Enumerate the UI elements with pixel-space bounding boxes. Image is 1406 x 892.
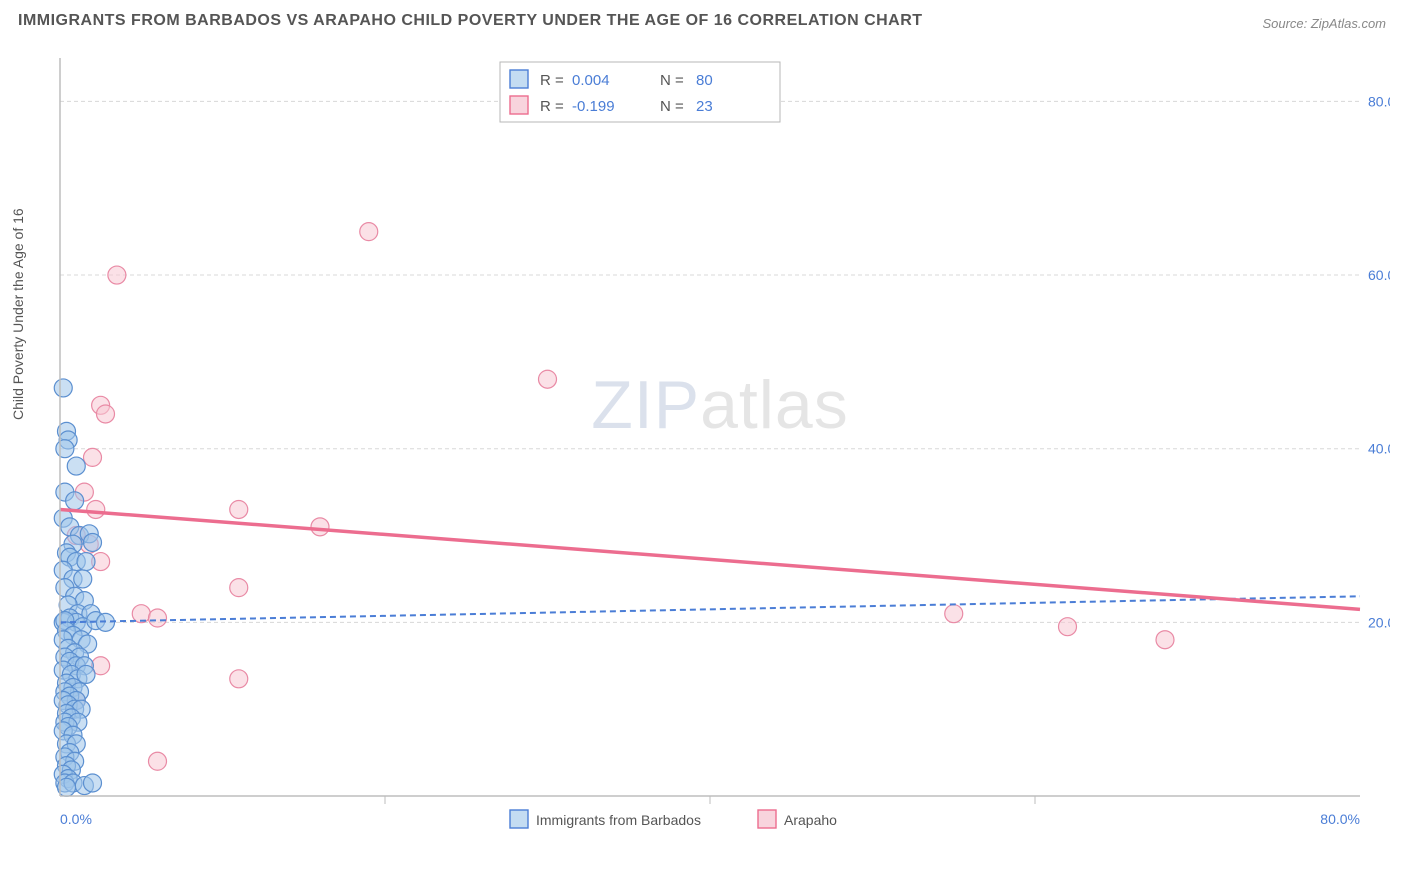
trendline-arapaho: [60, 509, 1360, 609]
stat-n-label: N =: [660, 72, 684, 89]
stat-n-value: 80: [696, 72, 713, 89]
y-axis-label: Child Poverty Under the Age of 16: [10, 208, 26, 420]
point-barbados: [74, 570, 92, 588]
y-tick-label: 60.0%: [1368, 267, 1390, 283]
point-arapaho: [945, 605, 963, 623]
trendline-barbados: [60, 596, 1360, 622]
point-barbados: [84, 774, 102, 792]
x-tick-label: 0.0%: [60, 811, 92, 827]
stat-n-label: N =: [660, 98, 684, 115]
point-arapaho: [108, 266, 126, 284]
swatch-arapaho-icon: [510, 96, 528, 114]
legend-label: Arapaho: [784, 812, 837, 828]
point-arapaho: [360, 223, 378, 241]
watermark: ZIPatlas: [591, 367, 848, 443]
point-arapaho: [1059, 618, 1077, 636]
point-arapaho: [87, 500, 105, 518]
point-arapaho: [149, 752, 167, 770]
point-arapaho: [84, 448, 102, 466]
swatch-barbados-icon: [510, 70, 528, 88]
point-arapaho: [230, 500, 248, 518]
stat-r-value: -0.199: [572, 98, 615, 115]
point-arapaho: [149, 609, 167, 627]
y-tick-label: 40.0%: [1368, 441, 1390, 457]
legend-swatch-barbados-icon: [510, 810, 528, 828]
point-arapaho: [97, 405, 115, 423]
point-barbados: [84, 533, 102, 551]
chart-title: IMMIGRANTS FROM BARBADOS VS ARAPAHO CHIL…: [0, 0, 1406, 36]
point-arapaho: [1156, 631, 1174, 649]
y-tick-label: 20.0%: [1368, 614, 1390, 630]
x-tick-label: 80.0%: [1320, 811, 1360, 827]
scatter-plot: ZIPatlas 20.0% 40.0% 60.0% 80.0% 0.0% 80.0% R…: [50, 48, 1390, 838]
point-arapaho: [230, 579, 248, 597]
stat-r-label: R =: [540, 98, 564, 115]
y-tick-label: 80.0%: [1368, 93, 1390, 109]
stat-r-value: 0.004: [572, 72, 610, 89]
point-barbados: [66, 492, 84, 510]
point-barbados: [54, 379, 72, 397]
point-barbados: [77, 553, 95, 571]
chart-area: ZIPatlas 20.0% 40.0% 60.0% 80.0% 0.0% 80.0% R…: [50, 48, 1390, 838]
stat-r-label: R =: [540, 72, 564, 89]
point-barbados: [56, 440, 74, 458]
point-arapaho: [311, 518, 329, 536]
legend-swatch-arapaho-icon: [758, 810, 776, 828]
point-arapaho: [539, 370, 557, 388]
stat-n-value: 23: [696, 98, 713, 115]
source-attribution: Source: ZipAtlas.com: [1262, 16, 1386, 31]
legend-label: Immigrants from Barbados: [536, 812, 701, 828]
point-arapaho: [230, 670, 248, 688]
point-barbados: [67, 457, 85, 475]
